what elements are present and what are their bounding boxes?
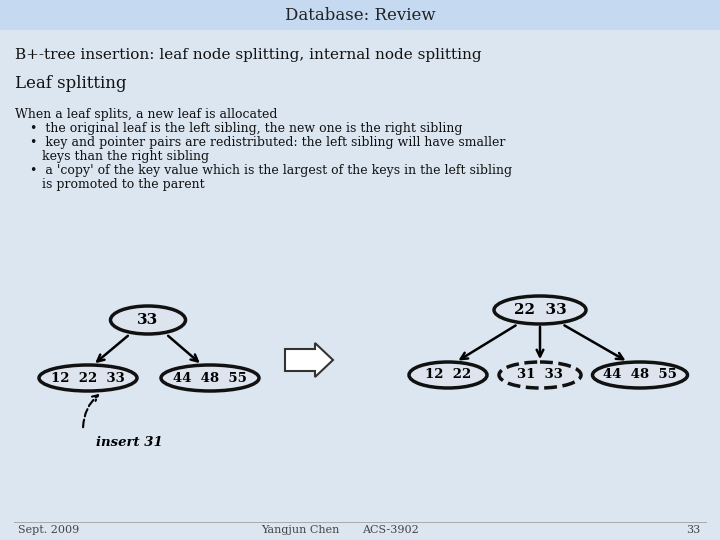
Text: ACS-3902: ACS-3902: [361, 525, 418, 535]
Ellipse shape: [110, 306, 186, 334]
Text: •  a 'copy' of the key value which is the largest of the keys in the left siblin: • a 'copy' of the key value which is the…: [30, 164, 512, 177]
Text: 12  22: 12 22: [425, 368, 471, 381]
Text: •  the original leaf is the left sibling, the new one is the right sibling: • the original leaf is the left sibling,…: [30, 122, 462, 135]
Text: Database: Review: Database: Review: [284, 6, 436, 24]
Text: Sept. 2009: Sept. 2009: [18, 525, 79, 535]
Ellipse shape: [593, 362, 688, 388]
Text: 12  22  33: 12 22 33: [51, 372, 125, 384]
Text: Leaf splitting: Leaf splitting: [15, 75, 127, 92]
Text: 44  48  55: 44 48 55: [603, 368, 677, 381]
Text: 22  33: 22 33: [513, 303, 567, 317]
Text: 31  33: 31 33: [517, 368, 563, 381]
Ellipse shape: [494, 296, 586, 324]
Text: Yangjun Chen: Yangjun Chen: [261, 525, 339, 535]
Ellipse shape: [499, 362, 581, 388]
Text: 33: 33: [685, 525, 700, 535]
Text: is promoted to the parent: is promoted to the parent: [42, 178, 204, 191]
Text: insert 31: insert 31: [96, 435, 163, 449]
Text: keys than the right sibling: keys than the right sibling: [42, 150, 209, 163]
Text: •  key and pointer pairs are redistributed: the left sibling will have smaller: • key and pointer pairs are redistribute…: [30, 136, 505, 149]
Text: 44  48  55: 44 48 55: [173, 372, 247, 384]
Text: 33: 33: [138, 313, 158, 327]
Ellipse shape: [409, 362, 487, 388]
Text: B+-tree insertion: leaf node splitting, internal node splitting: B+-tree insertion: leaf node splitting, …: [15, 48, 482, 62]
Polygon shape: [285, 343, 333, 377]
Text: When a leaf splits, a new leaf is allocated: When a leaf splits, a new leaf is alloca…: [15, 108, 277, 121]
FancyBboxPatch shape: [0, 0, 720, 30]
Ellipse shape: [39, 365, 137, 391]
Ellipse shape: [161, 365, 259, 391]
